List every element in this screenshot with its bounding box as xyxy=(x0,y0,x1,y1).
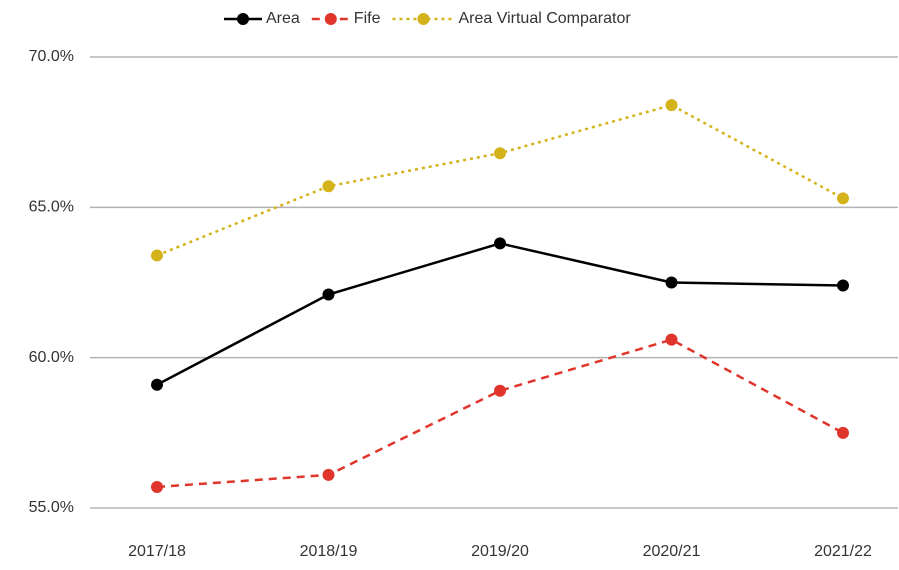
y-tick-label: 55.0% xyxy=(29,499,74,516)
legend-marker xyxy=(417,13,430,25)
data-point xyxy=(151,480,163,493)
legend-marker xyxy=(237,13,249,25)
data-point xyxy=(837,192,849,205)
data-point xyxy=(665,276,678,289)
data-point xyxy=(151,249,163,262)
data-point xyxy=(322,180,335,193)
x-tick-label: 2017/18 xyxy=(128,543,186,560)
legend-label: Area xyxy=(266,10,300,27)
series-line xyxy=(156,242,844,386)
series-line xyxy=(156,103,844,257)
legend-label: Area Virtual Comparator xyxy=(458,10,631,27)
x-tick-label: 2021/22 xyxy=(814,543,872,560)
y-tick-label: 60.0% xyxy=(29,349,74,366)
x-tick-label: 2019/20 xyxy=(471,543,529,560)
data-point xyxy=(322,288,335,301)
series-line xyxy=(156,338,844,489)
data-point xyxy=(494,237,506,250)
y-tick-label: 70.0% xyxy=(29,48,74,65)
x-tick-label: 2018/19 xyxy=(300,543,358,560)
data-point xyxy=(151,378,163,391)
data-point xyxy=(837,426,849,439)
legend-marker xyxy=(324,13,337,25)
data-point xyxy=(322,468,335,481)
y-tick-label: 65.0% xyxy=(29,199,74,216)
x-tick-label: 2020/21 xyxy=(643,543,701,560)
data-point xyxy=(665,99,678,112)
data-point xyxy=(837,279,849,292)
data-point xyxy=(494,384,506,397)
data-point xyxy=(494,147,506,160)
legend-label: Fife xyxy=(354,10,381,27)
data-point xyxy=(665,333,678,346)
